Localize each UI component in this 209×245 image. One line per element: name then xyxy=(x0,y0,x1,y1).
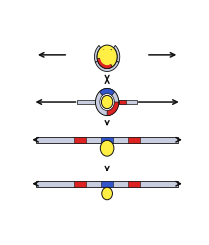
Bar xyxy=(128,137,140,143)
Bar xyxy=(101,137,113,143)
Polygon shape xyxy=(95,61,119,72)
Bar xyxy=(103,49,111,54)
Bar xyxy=(36,137,178,143)
Wedge shape xyxy=(100,88,115,102)
Bar xyxy=(128,181,140,187)
Polygon shape xyxy=(94,46,101,62)
Circle shape xyxy=(100,94,114,110)
Circle shape xyxy=(97,45,117,68)
Bar xyxy=(101,181,113,187)
Bar xyxy=(119,100,137,104)
Circle shape xyxy=(96,88,119,116)
Polygon shape xyxy=(113,46,120,62)
Bar xyxy=(77,100,96,104)
Bar xyxy=(74,181,86,187)
Circle shape xyxy=(102,187,112,200)
Wedge shape xyxy=(107,102,119,116)
Circle shape xyxy=(100,140,114,156)
Circle shape xyxy=(100,48,114,65)
Bar xyxy=(119,100,126,104)
Wedge shape xyxy=(97,57,112,68)
Circle shape xyxy=(101,95,113,109)
Bar xyxy=(36,181,178,187)
Bar xyxy=(74,137,86,143)
